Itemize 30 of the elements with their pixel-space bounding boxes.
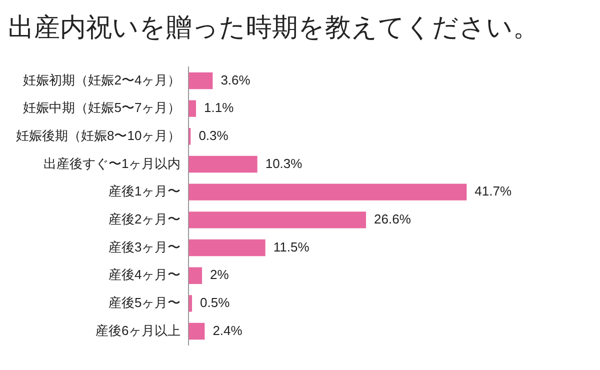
data-label: 2% — [210, 267, 230, 282]
bar — [188, 100, 196, 117]
y-tick-label: 妊娠中期（妊娠5〜7ヶ月） — [23, 100, 181, 116]
data-label: 11.5% — [273, 239, 310, 254]
chart-title: 出産内祝いを贈った時期を教えてください。 — [8, 11, 540, 44]
data-label: 41.7% — [474, 184, 512, 199]
y-tick-label: 出産後すぐ〜1ヶ月以内 — [43, 156, 181, 171]
y-tick-label: 妊娠初期（妊娠2〜4ヶ月） — [23, 72, 181, 88]
bar — [188, 72, 213, 90]
y-tick-label: 産後4ヶ月〜 — [108, 267, 181, 282]
bar — [188, 212, 366, 228]
data-label: 0.3% — [198, 128, 229, 143]
data-label: 0.5% — [200, 295, 230, 310]
y-tick-label: 産後2ヶ月〜 — [108, 212, 181, 226]
y-tick-label: 産後3ヶ月〜 — [108, 239, 181, 254]
data-label: 10.3% — [265, 156, 303, 171]
data-label: 2.4% — [212, 322, 243, 338]
data-label: 1.1% — [204, 100, 234, 116]
data-label: 26.6% — [374, 212, 412, 226]
bar — [188, 295, 192, 312]
data-label: 3.6% — [220, 72, 251, 88]
y-tick-label: 妊娠後期（妊娠8〜10ヶ月） — [16, 128, 181, 143]
bar — [188, 239, 266, 256]
y-tick-label: 産後6ヶ月以上 — [95, 322, 181, 338]
bar — [188, 156, 258, 173]
y-tick-label: 産後1ヶ月〜 — [108, 184, 181, 199]
bar — [188, 184, 467, 200]
bar — [188, 267, 202, 284]
y-tick-label: 産後5ヶ月〜 — [108, 295, 181, 310]
bar — [188, 322, 205, 340]
